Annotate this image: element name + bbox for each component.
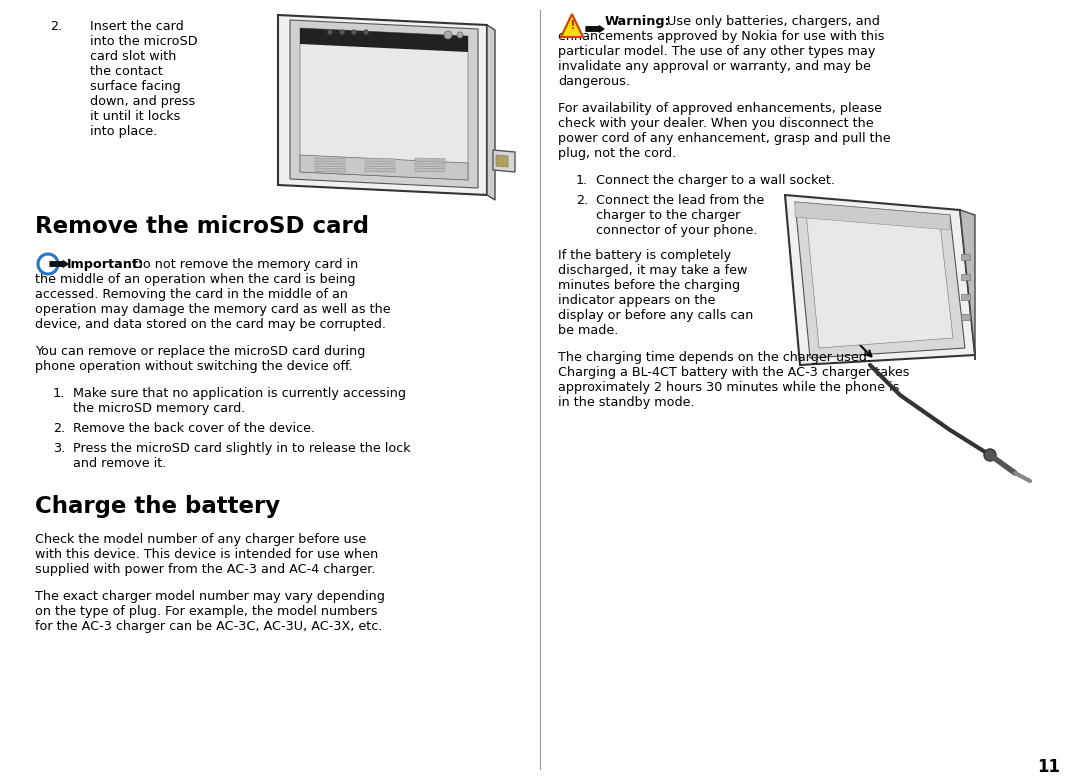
Polygon shape xyxy=(315,163,345,167)
Polygon shape xyxy=(487,25,495,200)
Text: the microSD memory card.: the microSD memory card. xyxy=(73,402,245,415)
Text: phone operation without switching the device off.: phone operation without switching the de… xyxy=(35,360,353,373)
Polygon shape xyxy=(365,158,395,162)
Text: the middle of an operation when the card is being: the middle of an operation when the card… xyxy=(35,273,355,286)
Text: If the battery is completely: If the battery is completely xyxy=(558,249,731,262)
Text: indicator appears on the: indicator appears on the xyxy=(558,294,715,307)
Text: Remove the back cover of the device.: Remove the back cover of the device. xyxy=(73,422,315,435)
Bar xyxy=(961,274,970,280)
Polygon shape xyxy=(492,150,515,172)
Polygon shape xyxy=(795,202,950,230)
Polygon shape xyxy=(278,15,487,195)
Polygon shape xyxy=(300,155,468,180)
Text: 1.: 1. xyxy=(576,174,589,187)
Polygon shape xyxy=(315,158,345,162)
Polygon shape xyxy=(960,210,975,360)
Polygon shape xyxy=(561,14,583,37)
FancyArrow shape xyxy=(586,26,604,32)
Text: Charging a BL-4CT battery with the AC-3 charger takes: Charging a BL-4CT battery with the AC-3 … xyxy=(558,366,909,379)
Text: for the AC-3 charger can be AC-3C, AC-3U, AC-3X, etc.: for the AC-3 charger can be AC-3C, AC-3U… xyxy=(35,620,382,633)
Text: Check the model number of any charger before use: Check the model number of any charger be… xyxy=(35,533,366,546)
Text: Press the microSD card slightly in to release the lock: Press the microSD card slightly in to re… xyxy=(73,442,410,455)
Text: check with your dealer. When you disconnect the: check with your dealer. When you disconn… xyxy=(558,117,874,130)
Circle shape xyxy=(364,30,368,34)
Text: into place.: into place. xyxy=(90,125,158,138)
Text: 1.: 1. xyxy=(53,387,65,400)
Text: dangerous.: dangerous. xyxy=(558,75,630,88)
Text: display or before any calls can: display or before any calls can xyxy=(558,309,754,322)
Text: The charging time depends on the charger used.: The charging time depends on the charger… xyxy=(558,351,870,364)
FancyArrow shape xyxy=(50,261,68,267)
Bar xyxy=(961,314,970,320)
Polygon shape xyxy=(785,195,975,365)
Text: device, and data stored on the card may be corrupted.: device, and data stored on the card may … xyxy=(35,318,386,331)
Text: accessed. Removing the card in the middle of an: accessed. Removing the card in the middl… xyxy=(35,288,348,301)
Text: card slot with: card slot with xyxy=(90,50,176,63)
Text: 2.: 2. xyxy=(50,20,63,33)
Text: the contact: the contact xyxy=(90,65,163,78)
Text: The exact charger model number may vary depending: The exact charger model number may vary … xyxy=(35,590,384,603)
Text: 3.: 3. xyxy=(53,442,65,455)
Text: Charge the battery: Charge the battery xyxy=(35,495,280,518)
Text: plug, not the cord.: plug, not the cord. xyxy=(558,147,676,160)
Text: Do not remove the memory card in: Do not remove the memory card in xyxy=(125,258,359,271)
Polygon shape xyxy=(806,212,953,348)
Polygon shape xyxy=(291,20,478,188)
Text: Make sure that no application is currently accessing: Make sure that no application is current… xyxy=(73,387,406,400)
Text: with this device. This device is intended for use when: with this device. This device is intende… xyxy=(35,548,378,561)
Text: operation may damage the memory card as well as the: operation may damage the memory card as … xyxy=(35,303,391,316)
Text: Connect the lead from the: Connect the lead from the xyxy=(596,194,765,207)
Text: it until it locks: it until it locks xyxy=(90,110,180,123)
Polygon shape xyxy=(315,168,345,172)
Polygon shape xyxy=(496,155,508,167)
Text: minutes before the charging: minutes before the charging xyxy=(558,279,740,292)
Circle shape xyxy=(444,31,453,39)
Text: and remove it.: and remove it. xyxy=(73,457,166,470)
Bar xyxy=(961,254,970,260)
Polygon shape xyxy=(415,158,445,162)
Text: Warning:: Warning: xyxy=(605,15,671,28)
Polygon shape xyxy=(795,202,966,358)
Polygon shape xyxy=(365,163,395,167)
Text: particular model. The use of any other types may: particular model. The use of any other t… xyxy=(558,45,876,58)
Text: be made.: be made. xyxy=(558,324,619,337)
Text: surface facing: surface facing xyxy=(90,80,180,93)
Text: invalidate any approval or warranty, and may be: invalidate any approval or warranty, and… xyxy=(558,60,870,73)
Circle shape xyxy=(352,30,356,34)
Polygon shape xyxy=(300,28,468,52)
Text: For availability of approved enhancements, please: For availability of approved enhancement… xyxy=(558,102,882,115)
Circle shape xyxy=(328,30,332,34)
Text: !: ! xyxy=(569,19,575,32)
Text: 2.: 2. xyxy=(576,194,589,207)
Polygon shape xyxy=(300,28,468,180)
Text: Remove the microSD card: Remove the microSD card xyxy=(35,215,369,238)
Bar xyxy=(961,294,970,300)
Circle shape xyxy=(457,32,463,38)
Text: supplied with power from the AC-3 and AC-4 charger.: supplied with power from the AC-3 and AC… xyxy=(35,563,376,576)
Text: discharged, it may take a few: discharged, it may take a few xyxy=(558,264,747,277)
Text: 11: 11 xyxy=(1037,758,1059,776)
Polygon shape xyxy=(415,163,445,167)
Text: on the type of plug. For example, the model numbers: on the type of plug. For example, the mo… xyxy=(35,605,378,618)
Text: charger to the charger: charger to the charger xyxy=(596,209,741,222)
Text: approximately 2 hours 30 minutes while the phone is: approximately 2 hours 30 minutes while t… xyxy=(558,381,900,394)
Text: in the standby mode.: in the standby mode. xyxy=(558,396,694,409)
Text: enhancements approved by Nokia for use with this: enhancements approved by Nokia for use w… xyxy=(558,30,885,43)
Text: You can remove or replace the microSD card during: You can remove or replace the microSD ca… xyxy=(35,345,365,358)
Text: 2.: 2. xyxy=(53,422,65,435)
Text: connector of your phone.: connector of your phone. xyxy=(596,224,757,237)
Polygon shape xyxy=(415,168,445,172)
Text: Connect the charger to a wall socket.: Connect the charger to a wall socket. xyxy=(596,174,835,187)
Text: Important:: Important: xyxy=(67,258,144,271)
Polygon shape xyxy=(365,168,395,172)
Text: down, and press: down, and press xyxy=(90,95,195,108)
Text: Use only batteries, chargers, and: Use only batteries, chargers, and xyxy=(659,15,880,28)
Circle shape xyxy=(984,449,996,461)
Text: Insert the card: Insert the card xyxy=(90,20,184,33)
Text: power cord of any enhancement, grasp and pull the: power cord of any enhancement, grasp and… xyxy=(558,132,891,145)
Text: into the microSD: into the microSD xyxy=(90,35,198,48)
Circle shape xyxy=(340,30,345,34)
